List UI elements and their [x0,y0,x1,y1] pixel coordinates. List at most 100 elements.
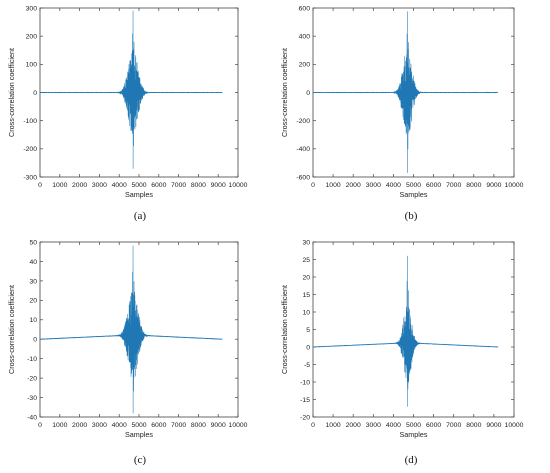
x-tick-label: 2000 [72,182,87,189]
chart-panel-1: 0 1000 2000 3000 4000 5000 6000 7000 8000 9000 100… [7,5,248,222]
x-tick-label: 1000 [52,422,67,429]
x-tick-label: 7000 [446,422,461,429]
y-tick-label: -400 [296,146,310,153]
y-tick-label: -30 [27,395,37,402]
x-tick-label: 3000 [366,182,381,189]
x-tick-label: 10000 [229,182,248,189]
x-axis-label: Samples [400,430,428,439]
x-tick-label: 6000 [151,182,166,189]
x-tick-label: 9000 [211,182,226,189]
y-tick-label: 300 [26,5,38,12]
panel-label: (a) [134,210,147,222]
x-tick-label: 2000 [72,422,87,429]
x-tick-label: 7000 [171,422,186,429]
x-tick-label: 3000 [92,182,107,189]
y-tick-label: 600 [299,5,311,12]
plot-area [312,241,515,418]
x-tick-label: 0 [38,422,42,429]
panel-label: (d) [405,454,418,466]
y-tick-label: 10 [302,309,310,316]
x-tick-label: 0 [311,422,315,429]
x-tick-label: 4000 [112,182,127,189]
x-tick-label: 5000 [131,182,146,189]
x-tick-label: 6000 [151,422,166,429]
y-tick-label: 30 [29,278,37,285]
y-tick-label: 15 [302,292,310,299]
y-tick-label: -10 [27,356,37,363]
x-tick-label: 6000 [426,182,441,189]
y-tick-label: 400 [299,34,311,41]
chart-panel-2: 0 1000 2000 3000 4000 5000 6000 7000 8000 9000 100… [280,5,524,222]
y-tick-label: 0 [33,90,37,97]
y-tick-label: 10 [29,317,37,324]
x-tick-label: 9000 [486,422,501,429]
y-axis-label: Cross-correlation coefficient [7,48,16,137]
y-tick-label: 30 [302,239,310,246]
y-tick-label: -40 [27,414,37,421]
x-tick-label: 3000 [366,422,381,429]
x-tick-label: 1000 [52,182,67,189]
x-tick-label: 8000 [191,182,206,189]
x-tick-label: 0 [38,182,42,189]
x-axis-label: Samples [125,190,153,199]
y-axis-label: Cross-correlation coefficient [280,48,289,137]
x-tick-label: 10000 [229,422,248,429]
y-tick-label: -200 [296,118,310,125]
x-tick-label: 1000 [326,422,341,429]
x-tick-label: 5000 [131,422,146,429]
x-tick-label: 4000 [386,422,401,429]
x-tick-label: 0 [311,182,315,189]
y-tick-label: 200 [299,62,311,69]
x-tick-label: 8000 [466,182,481,189]
x-tick-label: 2000 [346,422,361,429]
x-tick-label: 8000 [466,422,481,429]
x-tick-label: 8000 [191,422,206,429]
signal-series-line [39,245,223,414]
y-tick-label: 20 [29,298,37,305]
signal-series-line [312,11,499,174]
x-tick-label: 10000 [505,422,524,429]
y-axis-label: Cross-correlation coefficient [280,285,289,374]
x-axis-label: Samples [400,190,428,199]
x-tick-label: 10000 [505,182,524,189]
y-tick-label: 50 [29,239,37,246]
y-tick-label: -20 [300,414,310,421]
y-tick-label: 25 [302,257,310,264]
x-tick-label: 4000 [386,182,401,189]
x-axis-label: Samples [125,430,153,439]
x-tick-label: 3000 [92,422,107,429]
x-tick-label: 7000 [446,182,461,189]
y-tick-label: 100 [26,62,38,69]
chart-panel-4: 0 1000 2000 3000 4000 5000 6000 7000 8000 9000 100… [280,239,524,466]
x-tick-label: 5000 [406,422,421,429]
y-tick-label: -10 [300,379,310,386]
panel-label: (b) [405,210,418,222]
panel-label: (c) [134,454,147,466]
y-tick-label: -200 [23,146,37,153]
y-tick-label: -600 [296,174,310,181]
y-tick-label: -20 [27,376,37,383]
y-tick-label: -15 [300,397,310,404]
signal-series-line [312,255,499,407]
y-tick-label: 0 [306,90,310,97]
signal-series-line [39,10,223,169]
chart-panel-3: 0 1000 2000 3000 4000 5000 6000 7000 8000 9000 100… [7,239,248,466]
x-tick-label: 7000 [171,182,186,189]
x-tick-label: 6000 [426,422,441,429]
y-tick-label: -5 [304,362,310,369]
y-tick-label: -100 [23,118,37,125]
y-tick-label: 20 [302,274,310,281]
y-tick-label: -300 [23,174,37,181]
x-tick-label: 1000 [326,182,341,189]
x-tick-label: 9000 [211,422,226,429]
y-tick-label: 200 [26,34,38,41]
y-tick-label: 40 [29,259,37,266]
x-tick-label: 5000 [406,182,421,189]
y-axis-label: Cross-correlation coefficient [7,285,16,374]
x-tick-label: 9000 [486,182,501,189]
x-tick-label: 4000 [112,422,127,429]
y-tick-label: 0 [306,344,310,351]
x-tick-label: 2000 [346,182,361,189]
y-tick-label: 0 [33,337,37,344]
